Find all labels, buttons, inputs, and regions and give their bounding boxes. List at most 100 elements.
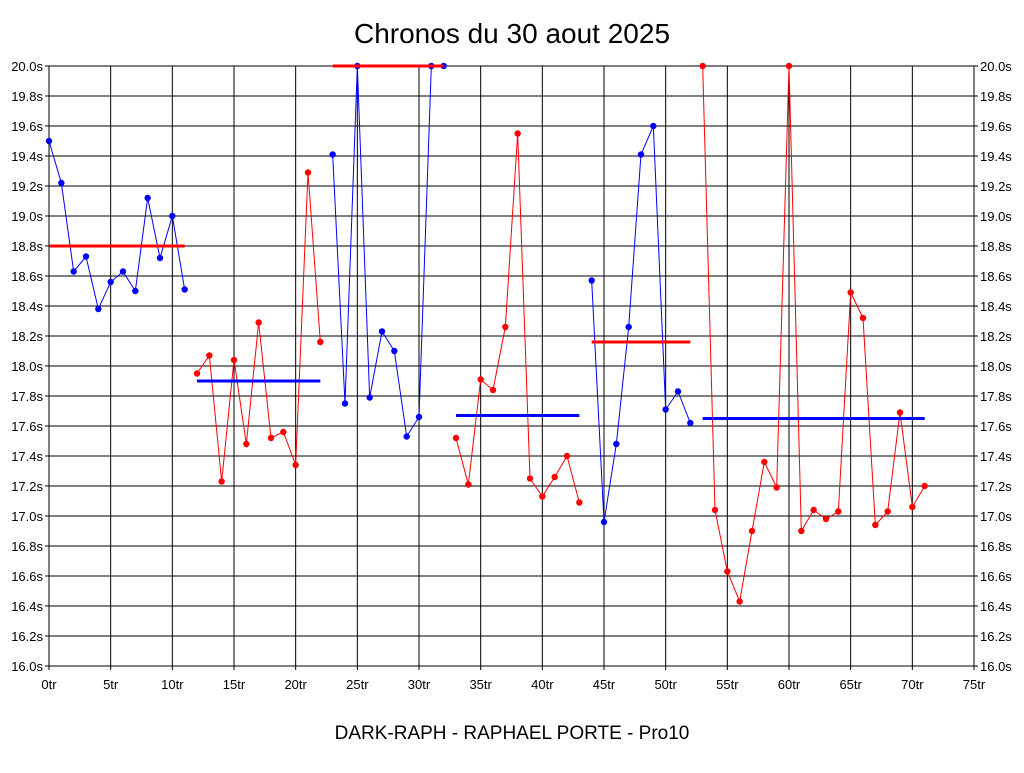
data-point [230,356,238,364]
series-line [332,65,444,438]
data-point [95,305,102,313]
series-line [48,140,186,311]
data-point [798,527,805,535]
y-tick-label-left: 17.6s [11,419,43,434]
data-point [70,268,77,275]
axes [45,65,978,670]
y-tick-label-right: 19.2s [980,179,1012,194]
data-point [169,212,176,220]
data-point [317,338,324,346]
data-point [107,278,114,286]
x-tick-label: 35tr [469,677,492,692]
y-tick-label-left: 17.0s [11,509,43,524]
data-point [181,286,188,293]
x-tick-label: 30tr [408,677,431,692]
data-point [563,452,571,460]
data-point [132,287,139,295]
data-point [687,419,694,427]
data-point [82,253,90,260]
y-tick-label-right: 18.6s [980,269,1012,284]
data-point [847,289,854,296]
y-tick-label-right: 17.8s [980,389,1012,404]
y-tick-label-left: 19.0s [11,209,43,224]
data-point [119,268,127,275]
y-tick-label-right: 18.8s [980,239,1012,254]
y-tick-label-right: 17.0s [980,509,1012,524]
grid-lines [48,65,975,667]
x-tick-label: 50tr [654,677,677,692]
y-tick-label-right: 18.0s [980,359,1012,374]
y-tick-label-left: 18.2s [11,329,43,344]
data-point [748,527,756,535]
y-tick-label-left: 17.2s [11,479,43,494]
y-tick-label-right: 20.0s [980,59,1012,74]
x-tick-label: 15tr [223,677,246,692]
y-tick-label-left: 18.8s [11,239,43,254]
data-point [576,499,583,506]
data-point [329,151,336,158]
mean-lines [49,64,925,420]
data-point [909,503,916,511]
y-tick-label-right: 16.8s [980,539,1012,554]
y-tick-label-left: 16.0s [11,659,43,674]
data-point [280,428,287,436]
data-point [539,493,546,500]
y-tick-label-left: 19.2s [11,179,43,194]
data-point [859,314,867,322]
data-point [810,506,817,514]
data-point [452,434,460,442]
x-tick-label: 60tr [778,677,801,692]
x-tick-label: 75tr [963,677,986,692]
x-tick-label: 45tr [593,677,616,692]
x-tick-label: 20tr [284,677,307,692]
data-point [243,440,250,448]
y-tick-label-right: 17.2s [980,479,1012,494]
data-point [465,481,472,488]
y-tick-label-right: 19.8s [980,89,1012,104]
chart-title: Chronos du 30 aout 2025 [354,18,670,49]
y-tick-label-left: 16.4s [11,599,43,614]
data-point [341,400,349,407]
data-point [58,179,65,187]
x-tick-label: 0tr [41,677,57,692]
y-tick-label-right: 16.0s [980,659,1012,674]
data-point [366,394,373,401]
x-tick-label: 55tr [716,677,739,692]
x-tick-label: 40tr [531,677,554,692]
data-point [588,277,595,284]
data-point [761,458,768,466]
data-point [218,478,225,485]
data-point [600,518,608,526]
y-tick-label-left: 16.8s [11,539,43,554]
data-point [514,130,521,137]
data-point [674,388,682,395]
data-point [304,169,312,176]
data-point [662,406,669,413]
x-tick-label: 70tr [901,677,924,692]
data-point [292,461,299,469]
data-point [736,598,743,605]
data-point [477,376,484,383]
data-point [551,473,558,481]
y-tick-label-right: 18.2s [980,329,1012,344]
chart-footer: DARK-RAPH - RAPHAEL PORTE - Pro10 [335,723,690,744]
y-tick-label-left: 20.0s [11,59,43,74]
data-point [724,568,731,575]
y-tick-label-left: 19.6s [11,119,43,134]
y-tick-label-right: 16.6s [980,569,1012,584]
data-point [699,62,706,70]
data-point [872,521,879,529]
data-point [502,323,509,331]
y-tick-label-left: 19.4s [11,149,43,164]
y-tick-label-right: 18.4s [980,299,1012,314]
data-point [45,137,53,145]
data-point [613,440,620,448]
y-tick-label-left: 17.4s [11,449,43,464]
data-point [921,482,928,490]
series-2 [193,169,324,485]
data-point [835,508,842,515]
y-tick-label-left: 16.2s [11,629,43,644]
x-tick-label: 65tr [839,677,862,692]
data-point [391,347,398,355]
y-tick-label-left: 18.4s [11,299,43,314]
